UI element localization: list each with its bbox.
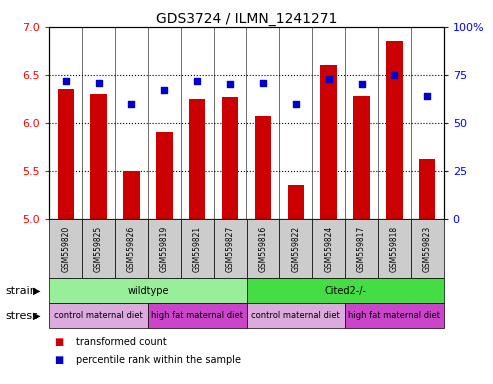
Text: GSM559827: GSM559827 xyxy=(226,225,235,272)
Point xyxy=(259,79,267,86)
Text: GSM559821: GSM559821 xyxy=(193,225,202,272)
Point xyxy=(226,81,234,88)
Text: GSM559822: GSM559822 xyxy=(291,225,300,272)
Bar xyxy=(222,97,238,219)
Text: GSM559823: GSM559823 xyxy=(423,225,432,272)
Text: GSM559819: GSM559819 xyxy=(160,225,169,272)
Bar xyxy=(419,159,435,219)
Point xyxy=(193,78,201,84)
Point xyxy=(423,93,431,99)
Point xyxy=(62,78,70,84)
Bar xyxy=(189,99,206,219)
Point xyxy=(128,101,136,107)
Text: GSM559818: GSM559818 xyxy=(390,225,399,272)
Text: wildtype: wildtype xyxy=(127,286,169,296)
Text: high fat maternal diet: high fat maternal diet xyxy=(349,311,440,320)
Bar xyxy=(320,65,337,219)
Text: control maternal diet: control maternal diet xyxy=(251,311,340,320)
Text: ▶: ▶ xyxy=(33,286,41,296)
Text: GSM559825: GSM559825 xyxy=(94,225,103,272)
Point xyxy=(390,72,398,78)
Text: GSM559824: GSM559824 xyxy=(324,225,333,272)
Point xyxy=(95,79,103,86)
Bar xyxy=(58,89,74,219)
Bar xyxy=(156,132,173,219)
Text: GSM559817: GSM559817 xyxy=(357,225,366,272)
Text: Cited2-/-: Cited2-/- xyxy=(324,286,366,296)
Text: transformed count: transformed count xyxy=(76,337,167,347)
Text: high fat maternal diet: high fat maternal diet xyxy=(151,311,243,320)
Text: GDS3724 / ILMN_1241271: GDS3724 / ILMN_1241271 xyxy=(156,12,337,25)
Point xyxy=(325,76,333,82)
Text: stress: stress xyxy=(5,311,38,321)
Text: ■: ■ xyxy=(54,337,64,347)
Bar xyxy=(386,41,403,219)
Text: ■: ■ xyxy=(54,355,64,365)
Text: ▶: ▶ xyxy=(33,311,41,321)
Bar xyxy=(255,116,271,219)
Text: control maternal diet: control maternal diet xyxy=(54,311,143,320)
Text: GSM559820: GSM559820 xyxy=(61,225,70,272)
Text: percentile rank within the sample: percentile rank within the sample xyxy=(76,355,242,365)
Bar xyxy=(123,171,140,219)
Bar xyxy=(287,185,304,219)
Bar xyxy=(90,94,107,219)
Point xyxy=(160,87,168,93)
Point xyxy=(357,81,365,88)
Point xyxy=(292,101,300,107)
Text: GSM559816: GSM559816 xyxy=(258,225,267,272)
Text: strain: strain xyxy=(5,286,37,296)
Text: GSM559826: GSM559826 xyxy=(127,225,136,272)
Bar xyxy=(353,96,370,219)
